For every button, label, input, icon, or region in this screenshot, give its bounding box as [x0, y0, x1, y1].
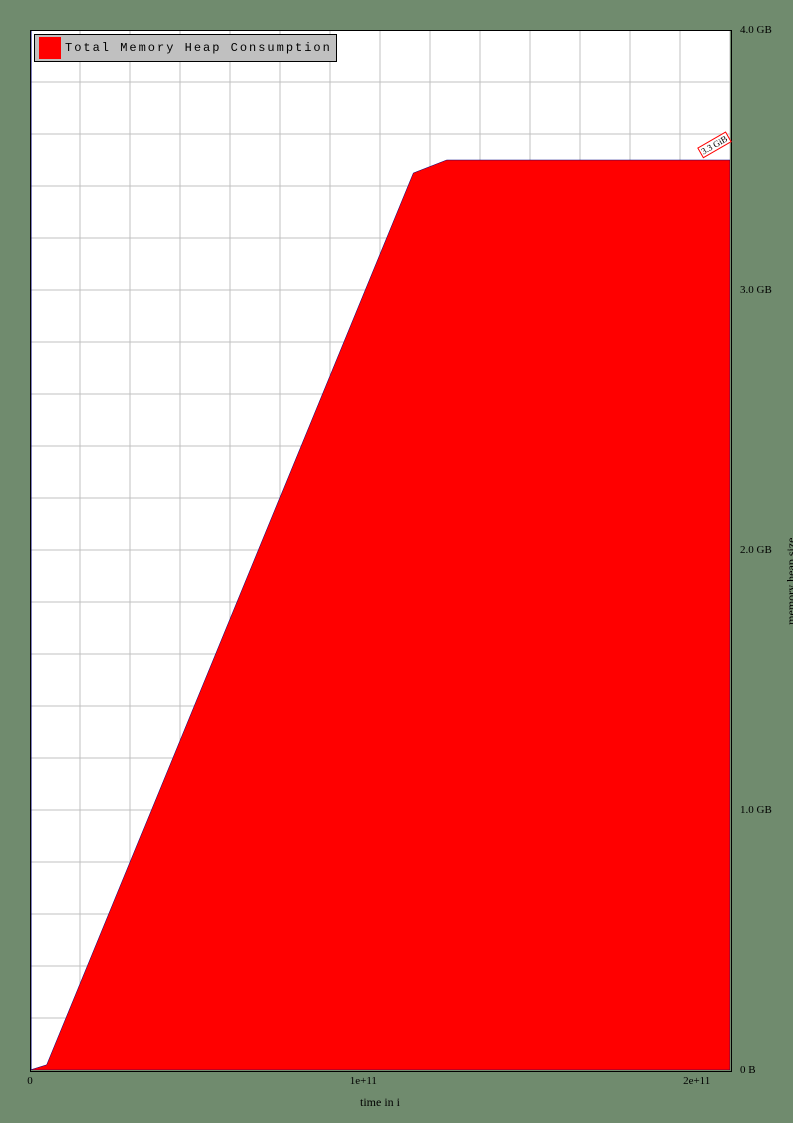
y-tick-label: 0 B — [740, 1064, 756, 1076]
x-tick-label: 1e+11 — [350, 1075, 377, 1087]
chart-legend: Total Memory Heap Consumption — [34, 34, 337, 62]
y-tick-label: 1.0 GB — [740, 804, 772, 816]
x-tick-label: 2e+11 — [683, 1075, 710, 1087]
y-tick-label: 4.0 GB — [740, 24, 772, 36]
x-tick-label: 0 — [27, 1075, 33, 1087]
chart-frame: Total Memory Heap Consumption — [30, 30, 730, 1070]
legend-swatch — [39, 37, 61, 59]
y-tick-label: 3.0 GB — [740, 284, 772, 296]
legend-label: Total Memory Heap Consumption — [65, 41, 332, 55]
plot-border — [30, 30, 732, 1072]
x-axis-label: time in i — [30, 1095, 730, 1110]
y-tick-label: 2.0 GB — [740, 544, 772, 556]
y-axis-label: memory heap size — [784, 538, 793, 625]
